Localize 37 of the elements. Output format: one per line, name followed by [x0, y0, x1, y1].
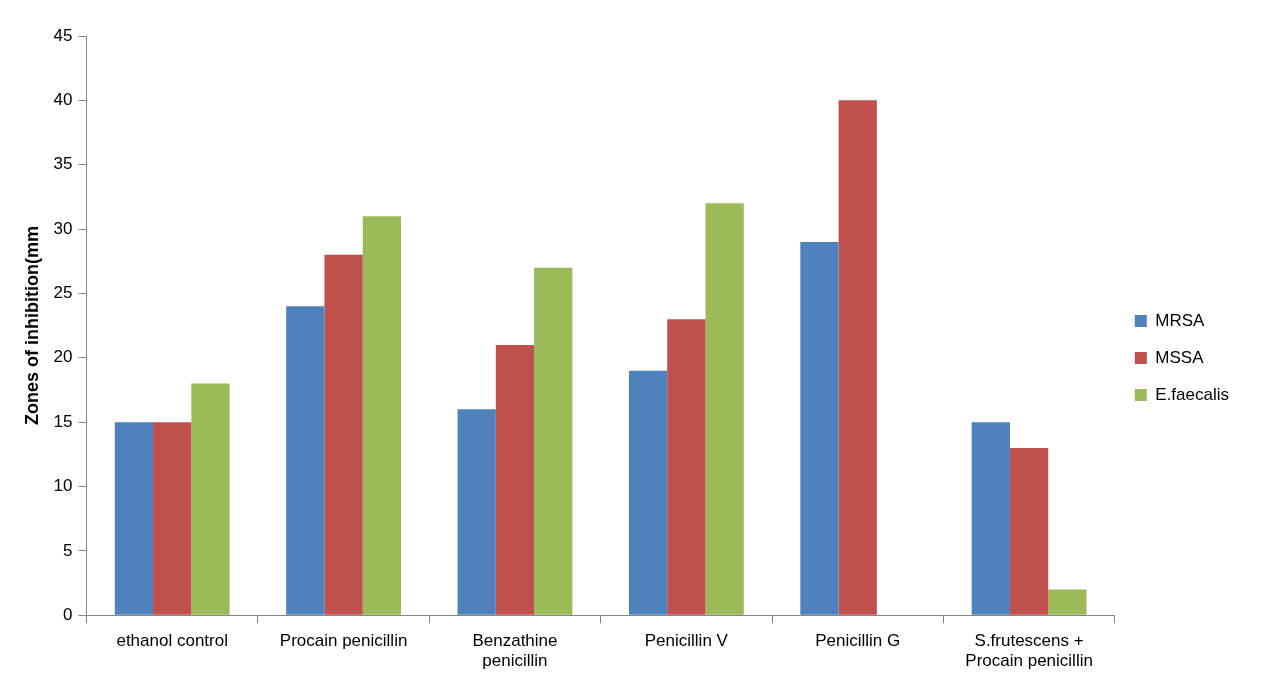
- bar: [324, 254, 363, 615]
- y-tick-label: 20: [53, 347, 73, 367]
- bar: [362, 216, 401, 615]
- bar: [1048, 589, 1087, 615]
- x-tick-label: Penicillin G: [815, 631, 901, 651]
- bar: [457, 409, 496, 615]
- bar: [628, 370, 668, 615]
- y-tick-label: 5: [63, 540, 73, 560]
- bar: [114, 422, 154, 615]
- y-tick-label: 0: [63, 604, 73, 624]
- bar: [838, 100, 877, 615]
- x-tick-label: Benzathine penicillin: [472, 631, 558, 671]
- y-tick-label: 45: [53, 25, 73, 45]
- legend-label: E.faecalis: [1155, 384, 1229, 404]
- y-tick-label: 15: [53, 411, 73, 431]
- bar: [286, 306, 325, 615]
- bar: [705, 203, 744, 615]
- x-tick-label: Penicillin V: [644, 631, 729, 651]
- legend-label: MRSA: [1155, 310, 1206, 330]
- y-tick-label: 30: [53, 218, 73, 238]
- x-tick-label: ethanol control: [116, 631, 228, 651]
- bar: [971, 422, 1010, 615]
- y-tick-label: 40: [53, 90, 73, 110]
- y-tick-label: 35: [53, 154, 73, 174]
- x-tick-label: S.frutescens + Procain penicillin: [965, 631, 1093, 671]
- bar: [495, 344, 535, 615]
- x-tick-label: Procain penicillin: [279, 631, 408, 651]
- bar: [534, 267, 573, 615]
- y-tick-label: 10: [53, 476, 73, 496]
- y-axis-title: Zones of inhibition(mm: [21, 226, 42, 426]
- bar: [667, 319, 706, 615]
- bar: [1009, 447, 1049, 615]
- y-tick-label: 25: [53, 283, 73, 303]
- legend-label: MSSA: [1155, 347, 1205, 367]
- bar: [800, 241, 839, 615]
- bar: [191, 383, 230, 615]
- bar: [153, 422, 192, 615]
